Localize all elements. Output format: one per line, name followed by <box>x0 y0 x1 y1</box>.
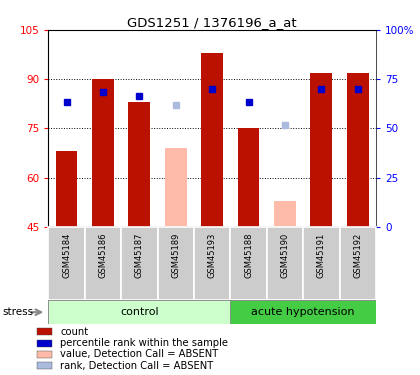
Text: acute hypotension: acute hypotension <box>251 307 355 317</box>
Bar <box>230 227 267 300</box>
Bar <box>267 227 303 300</box>
Bar <box>303 227 339 300</box>
Bar <box>194 227 230 300</box>
Bar <box>158 227 194 300</box>
Bar <box>85 227 121 300</box>
Bar <box>230 300 376 324</box>
Bar <box>121 227 158 300</box>
Text: rank, Detection Call = ABSENT: rank, Detection Call = ABSENT <box>60 361 213 370</box>
Text: GSM45187: GSM45187 <box>135 233 144 278</box>
Bar <box>201 53 223 227</box>
Text: control: control <box>120 307 159 317</box>
Text: percentile rank within the sample: percentile rank within the sample <box>60 338 228 348</box>
Bar <box>310 73 332 227</box>
Bar <box>48 227 85 300</box>
Bar <box>238 128 260 227</box>
Text: GSM45188: GSM45188 <box>244 233 253 278</box>
Text: GSM45191: GSM45191 <box>317 233 326 278</box>
Text: stress: stress <box>2 307 33 317</box>
Text: value, Detection Call = ABSENT: value, Detection Call = ABSENT <box>60 350 218 359</box>
Bar <box>339 227 376 300</box>
Bar <box>37 339 52 347</box>
Bar <box>37 362 52 369</box>
Bar <box>55 152 77 227</box>
Text: GSM45186: GSM45186 <box>98 233 108 278</box>
Text: count: count <box>60 327 88 337</box>
Bar <box>347 73 369 227</box>
Title: GDS1251 / 1376196_a_at: GDS1251 / 1376196_a_at <box>127 16 297 29</box>
Bar <box>274 201 296 227</box>
Text: GSM45190: GSM45190 <box>281 233 289 278</box>
Bar <box>37 351 52 358</box>
Bar <box>48 300 230 324</box>
Bar <box>129 102 150 227</box>
Text: GSM45193: GSM45193 <box>207 233 217 278</box>
Bar <box>165 148 186 227</box>
Text: GSM45189: GSM45189 <box>171 233 180 278</box>
Text: GSM45184: GSM45184 <box>62 233 71 278</box>
Bar <box>92 79 114 227</box>
Bar <box>37 328 52 336</box>
Text: GSM45192: GSM45192 <box>353 233 362 278</box>
